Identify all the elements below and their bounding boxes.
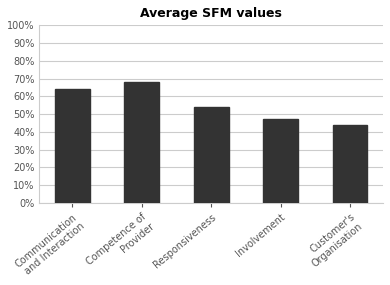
Bar	[333, 125, 367, 203]
Bar	[263, 119, 298, 203]
Bar	[194, 107, 229, 203]
Bar	[124, 82, 159, 203]
Title: Average SFM values: Average SFM values	[140, 7, 282, 20]
Bar	[55, 89, 90, 203]
